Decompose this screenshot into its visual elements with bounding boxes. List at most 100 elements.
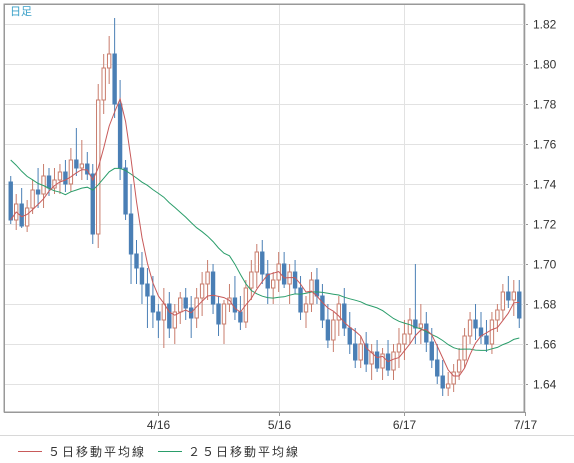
x-tick-label: 6/17 — [393, 418, 417, 432]
candle-body — [396, 343, 402, 353]
legend-swatch-ma5 — [18, 451, 42, 452]
candle-body — [254, 251, 259, 273]
candle-body — [500, 291, 506, 311]
candle-body — [68, 159, 74, 185]
candle-body — [314, 279, 320, 297]
candle-body — [336, 303, 342, 321]
candle-body — [369, 351, 374, 365]
candle-body — [74, 159, 79, 169]
candle-body — [150, 295, 156, 313]
candle-body — [440, 375, 445, 389]
candle-body — [35, 189, 41, 195]
legend-item-ma5: ５日移動平均線 — [18, 443, 146, 460]
candle-body — [325, 319, 331, 341]
period-label: 日足 — [10, 5, 32, 18]
candle-body — [101, 67, 106, 101]
y-tick-label: 1.70 — [533, 258, 557, 272]
candle-body — [216, 303, 221, 325]
candle-body — [85, 163, 90, 175]
candle-body — [320, 295, 325, 321]
candle-body — [156, 311, 161, 321]
candle-body — [112, 53, 117, 105]
candle-body — [63, 171, 68, 185]
candle-body — [167, 303, 172, 329]
candle-body — [303, 303, 309, 313]
candle-body — [172, 311, 177, 329]
candle-body — [106, 53, 112, 69]
candle-body — [298, 287, 303, 313]
candle-body — [429, 341, 434, 361]
x-tick-label: 5/16 — [268, 418, 292, 432]
candle-body — [353, 343, 358, 361]
candle-body — [456, 359, 462, 373]
candle-body — [281, 263, 287, 285]
candle-body — [128, 213, 134, 255]
candle-body — [265, 273, 270, 289]
candle-body — [489, 319, 495, 345]
y-tick-label: 1.74 — [533, 178, 557, 192]
candle-body — [79, 163, 85, 169]
legend-label-ma25: ２５日移動平均線 — [188, 445, 301, 459]
candle-body — [90, 173, 95, 235]
y-tick-label: 1.76 — [533, 138, 557, 152]
candle-body — [435, 359, 440, 377]
candle-body — [517, 291, 522, 319]
candle-body — [363, 343, 369, 365]
candle-body — [30, 189, 35, 209]
legend-swatch-ma25 — [158, 451, 182, 452]
candle-body — [374, 351, 380, 369]
candle-body — [451, 371, 456, 385]
legend-label-ma5: ５日移動平均線 — [48, 445, 147, 459]
candle-body — [210, 271, 216, 305]
y-tick-label: 1.64 — [533, 378, 557, 392]
ma25-line — [10, 159, 520, 351]
candle-body — [260, 251, 265, 275]
candle-body — [292, 271, 298, 289]
candle-body — [424, 323, 429, 343]
candle-body — [271, 279, 276, 289]
candle-body — [484, 335, 489, 345]
candle-body — [221, 303, 227, 325]
y-tick-label: 1.66 — [533, 338, 557, 352]
candle-body — [473, 319, 478, 329]
candle-body — [391, 351, 396, 371]
candle-body — [134, 253, 139, 269]
legend: ５日移動平均線 ２５日移動平均線 — [0, 435, 574, 463]
candle-body — [139, 267, 145, 285]
candle-body — [178, 297, 183, 313]
candle-body — [347, 327, 352, 345]
candle-body — [145, 283, 150, 297]
candle-body — [199, 283, 205, 299]
candle-body — [161, 303, 167, 321]
candle-body — [183, 297, 188, 309]
candle-body — [342, 303, 347, 329]
candle-body — [117, 103, 123, 169]
y-tick-label: 1.82 — [533, 18, 557, 32]
ma5-line — [10, 97, 520, 377]
x-tick-label: 7/17 — [514, 418, 538, 432]
y-tick-label: 1.78 — [533, 98, 557, 112]
candle-body — [358, 343, 363, 361]
candle-body — [413, 319, 418, 329]
candle-body — [57, 171, 63, 181]
candle-body — [238, 311, 243, 323]
candle-body — [418, 323, 424, 329]
candle-body — [205, 271, 210, 285]
y-tick-label: 1.68 — [533, 298, 557, 312]
plot-border — [4, 4, 525, 413]
y-tick-label: 1.72 — [533, 218, 557, 232]
candle-body — [511, 291, 516, 301]
candle-body — [445, 383, 451, 389]
candle-body — [402, 333, 407, 345]
x-tick-label: 4/16 — [147, 418, 171, 432]
candle-body — [495, 309, 500, 321]
candle-body — [19, 203, 24, 227]
candle-body — [331, 319, 336, 341]
candle-body — [467, 319, 473, 337]
candle-body — [24, 207, 30, 227]
legend-item-ma25: ２５日移動平均線 — [158, 443, 300, 460]
candle-body — [123, 167, 128, 215]
candle-body — [46, 175, 52, 189]
candle-body — [380, 353, 385, 369]
